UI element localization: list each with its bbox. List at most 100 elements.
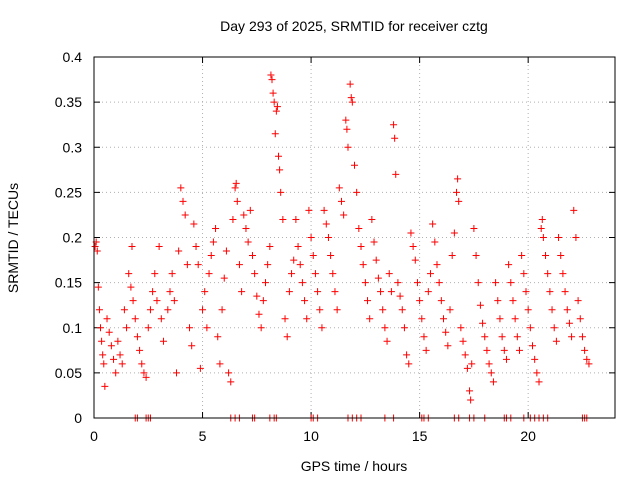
y-tick-label: 0 bbox=[74, 410, 82, 426]
data-point bbox=[303, 315, 311, 323]
data-point bbox=[292, 215, 300, 223]
data-point bbox=[409, 243, 417, 251]
x-tick-label: 5 bbox=[199, 428, 207, 444]
data-point bbox=[207, 252, 215, 260]
data-point bbox=[100, 360, 108, 368]
data-point bbox=[183, 261, 191, 269]
data-point bbox=[546, 288, 554, 296]
data-point bbox=[583, 355, 591, 363]
data-point bbox=[227, 378, 235, 386]
data-point bbox=[455, 197, 463, 205]
data-point bbox=[242, 224, 250, 232]
data-point bbox=[327, 252, 335, 260]
data-point bbox=[435, 279, 443, 287]
data-point bbox=[379, 306, 387, 314]
x-tick-label: 20 bbox=[520, 428, 536, 444]
data-point bbox=[576, 315, 584, 323]
y-tick-label: 0.2 bbox=[63, 230, 83, 246]
data-point bbox=[526, 324, 534, 332]
data-point bbox=[377, 288, 385, 296]
data-point bbox=[552, 337, 560, 345]
data-point bbox=[407, 229, 415, 237]
data-point bbox=[479, 319, 487, 327]
data-point bbox=[555, 234, 563, 241]
data-point bbox=[231, 184, 239, 192]
data-point bbox=[433, 261, 441, 269]
data-point bbox=[561, 288, 569, 296]
data-point bbox=[251, 270, 259, 278]
data-point bbox=[186, 324, 194, 332]
data-point bbox=[468, 360, 476, 368]
data-point bbox=[305, 206, 313, 214]
data-point bbox=[487, 369, 495, 377]
data-point bbox=[509, 297, 517, 305]
data-point bbox=[474, 279, 482, 287]
data-point bbox=[248, 252, 256, 260]
data-point bbox=[522, 288, 530, 296]
data-point bbox=[505, 261, 513, 269]
data-point bbox=[572, 234, 580, 241]
data-point bbox=[276, 166, 284, 174]
data-point bbox=[429, 220, 437, 228]
data-point bbox=[411, 256, 419, 264]
data-point bbox=[238, 288, 246, 296]
y-tick-label: 0.25 bbox=[55, 184, 82, 200]
data-point bbox=[535, 378, 543, 386]
data-point bbox=[420, 333, 428, 341]
data-point bbox=[233, 197, 241, 205]
data-point bbox=[329, 270, 337, 278]
data-point bbox=[470, 224, 478, 232]
data-point bbox=[531, 355, 539, 363]
data-point bbox=[164, 306, 172, 314]
data-point bbox=[179, 197, 187, 205]
data-point bbox=[416, 297, 424, 305]
data-point bbox=[424, 288, 432, 296]
data-point bbox=[557, 252, 565, 260]
data-point bbox=[283, 333, 291, 341]
data-point bbox=[440, 315, 448, 323]
data-point bbox=[288, 270, 296, 278]
data-point bbox=[222, 247, 230, 255]
data-point bbox=[270, 98, 278, 106]
data-point bbox=[101, 382, 109, 390]
data-point bbox=[296, 261, 304, 269]
data-point bbox=[279, 215, 287, 223]
data-point bbox=[343, 125, 351, 133]
data-point bbox=[220, 274, 228, 282]
data-point bbox=[422, 346, 430, 354]
data-point bbox=[507, 279, 515, 287]
data-point bbox=[232, 179, 240, 187]
data-point bbox=[568, 333, 576, 341]
data-point bbox=[585, 360, 593, 368]
data-point bbox=[272, 107, 280, 115]
data-point bbox=[318, 324, 326, 332]
data-point bbox=[565, 319, 573, 327]
data-point bbox=[574, 297, 582, 305]
data-point bbox=[322, 220, 330, 228]
data-point bbox=[140, 369, 148, 377]
data-point bbox=[157, 315, 165, 323]
data-point bbox=[142, 373, 150, 381]
data-point bbox=[472, 252, 480, 260]
data-point bbox=[138, 360, 146, 368]
chart-title: Day 293 of 2025, SRMTID for receiver czt… bbox=[220, 18, 488, 34]
data-point bbox=[216, 360, 224, 368]
data-point bbox=[94, 283, 102, 291]
data-point bbox=[544, 270, 552, 278]
y-tick-label: 0.4 bbox=[63, 49, 83, 65]
data-point bbox=[353, 188, 361, 196]
data-point bbox=[444, 342, 452, 350]
data-point bbox=[285, 288, 293, 296]
data-point bbox=[483, 346, 491, 354]
data-point bbox=[413, 279, 421, 287]
data-points bbox=[91, 71, 593, 422]
data-point bbox=[118, 360, 126, 368]
data-point bbox=[320, 206, 328, 214]
data-point bbox=[264, 261, 272, 269]
data-point bbox=[97, 324, 105, 332]
data-point bbox=[91, 243, 99, 251]
data-point bbox=[307, 234, 315, 241]
data-point bbox=[205, 270, 213, 278]
data-point bbox=[355, 224, 363, 232]
data-point bbox=[166, 288, 174, 296]
